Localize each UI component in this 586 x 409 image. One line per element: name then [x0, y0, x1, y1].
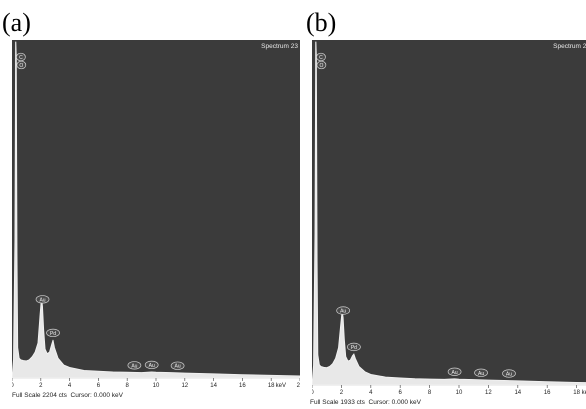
x-tick-label-a-16: 16 — [239, 383, 246, 389]
peak-label-text-a-3: Pd — [50, 331, 56, 337]
footer-a: Full Scale 2204 cts Cursor: 0.000 keV — [12, 392, 123, 399]
x-tick-label-a-10: 10 — [153, 383, 160, 389]
spectrum-trace-a — [12, 41, 300, 379]
peak-label-a-5: Au — [144, 360, 159, 370]
x-tick-label-b-6: 6 — [399, 390, 403, 396]
x-tick-label-b-0: 0 — [310, 390, 314, 396]
peak-marker-a-0 — [16, 52, 26, 62]
peak-label-b-3: Pd — [347, 342, 361, 352]
plot-background-a — [12, 40, 300, 378]
x-tick-label-a-20: 20 — [297, 383, 304, 389]
peak-label-a-6: Au — [170, 361, 185, 370]
x-tick-label-a-6: 6 — [97, 383, 101, 389]
plot-background-b — [312, 40, 586, 385]
peak-marker-a-2 — [35, 295, 50, 304]
peak-marker-b-1 — [316, 60, 327, 70]
x-tick-label-b-10: 10 — [456, 390, 463, 396]
peak-label-b-0: C — [316, 52, 326, 62]
peak-label-text-b-0: C — [319, 55, 323, 61]
peak-marker-a-1 — [16, 60, 27, 70]
x-tick-label-a-2: 2 — [39, 383, 43, 389]
peak-label-text-b-4: Au — [452, 370, 458, 376]
spectrum-trace-b — [312, 41, 586, 386]
peak-label-text-a-2: Au — [39, 297, 45, 303]
x-tick-label-b-14: 14 — [514, 390, 521, 396]
x-tick-label-b-8: 8 — [428, 390, 432, 396]
peak-label-b-2: Au — [336, 306, 351, 315]
panel-label-a: (a) — [2, 8, 31, 37]
spectrum-panel-a: 0 2 4 6 8 10 12 14 16 18 20 keV Spectrum 23 CO Au Pd Au A… — [10, 40, 304, 390]
peak-label-text-a-6: Au — [175, 364, 181, 370]
peak-label-a-0: C — [16, 52, 26, 62]
x-tick-label-a-12: 12 — [181, 383, 188, 389]
peak-label-b-5: Au — [474, 368, 488, 377]
peak-label-b-1: O — [316, 60, 327, 70]
peak-marker-b-5 — [474, 368, 488, 377]
peak-marker-a-5 — [144, 360, 159, 370]
full-scale-text-a: Full Scale 2204 cts — [12, 392, 67, 399]
spectrum-label-a: Spectrum 23 — [261, 43, 298, 50]
peak-label-text-a-4: Au — [131, 363, 137, 369]
x-tick-label-a-8: 8 — [126, 383, 130, 389]
peak-marker-b-4 — [447, 367, 462, 376]
footer-b: Full Scale 1933 cts Cursor: 0.000 keV — [310, 399, 421, 406]
x-tick-label-b-4: 4 — [369, 390, 373, 396]
x-tick-label-a-14: 14 — [210, 383, 217, 389]
peak-label-a-3: Pd — [46, 328, 60, 338]
x-tick-label-b-12: 12 — [485, 390, 492, 396]
peak-marker-a-4 — [127, 361, 142, 370]
peak-label-a-4: Au — [127, 361, 142, 370]
peak-label-text-a-5: Au — [149, 363, 155, 369]
peak-marker-b-6 — [502, 369, 516, 378]
x-tick-label-b-2: 2 — [340, 390, 344, 396]
x-tick-label-b-16: 16 — [544, 390, 551, 396]
peak-marker-a-3 — [46, 328, 60, 338]
cursor-text-a: Cursor: 0.000 keV — [70, 392, 123, 399]
spectrum-label-b: Spectrum 21 — [553, 43, 586, 50]
peak-label-text-b-6: Au — [506, 372, 512, 378]
peak-label-text-b-5: Au — [478, 371, 484, 377]
peak-label-text-b-3: Pd — [351, 345, 357, 351]
x-tick-label-a-0: 0 — [10, 383, 14, 389]
peak-label-a-2: Au — [35, 295, 50, 304]
peak-label-b-6: Au — [502, 369, 516, 378]
panel-label-b: (b) — [306, 8, 337, 37]
axis-strip-a — [12, 378, 300, 390]
peak-label-text-a-0: C — [19, 55, 23, 61]
cursor-text-b: Cursor: 0.000 keV — [368, 399, 421, 406]
peak-label-a-1: O — [16, 60, 27, 70]
peak-label-b-4: Au — [447, 367, 462, 376]
x-tick-label-a-4: 4 — [68, 383, 72, 389]
x-unit-label-b: keV — [582, 390, 586, 396]
peak-marker-a-6 — [170, 361, 185, 370]
peak-label-text-a-1: O — [19, 63, 23, 69]
peak-marker-b-2 — [336, 306, 351, 315]
peak-marker-b-3 — [347, 342, 361, 352]
peak-label-text-b-2: Au — [340, 309, 346, 315]
peak-marker-b-0 — [316, 52, 326, 62]
peak-label-text-b-1: O — [319, 63, 323, 69]
x-tick-label-b-18: 18 — [573, 390, 580, 396]
x-tick-label-a-18: 18 — [268, 383, 275, 389]
x-unit-label-a: keV — [276, 383, 286, 389]
full-scale-text-b: Full Scale 1933 cts — [310, 399, 365, 406]
